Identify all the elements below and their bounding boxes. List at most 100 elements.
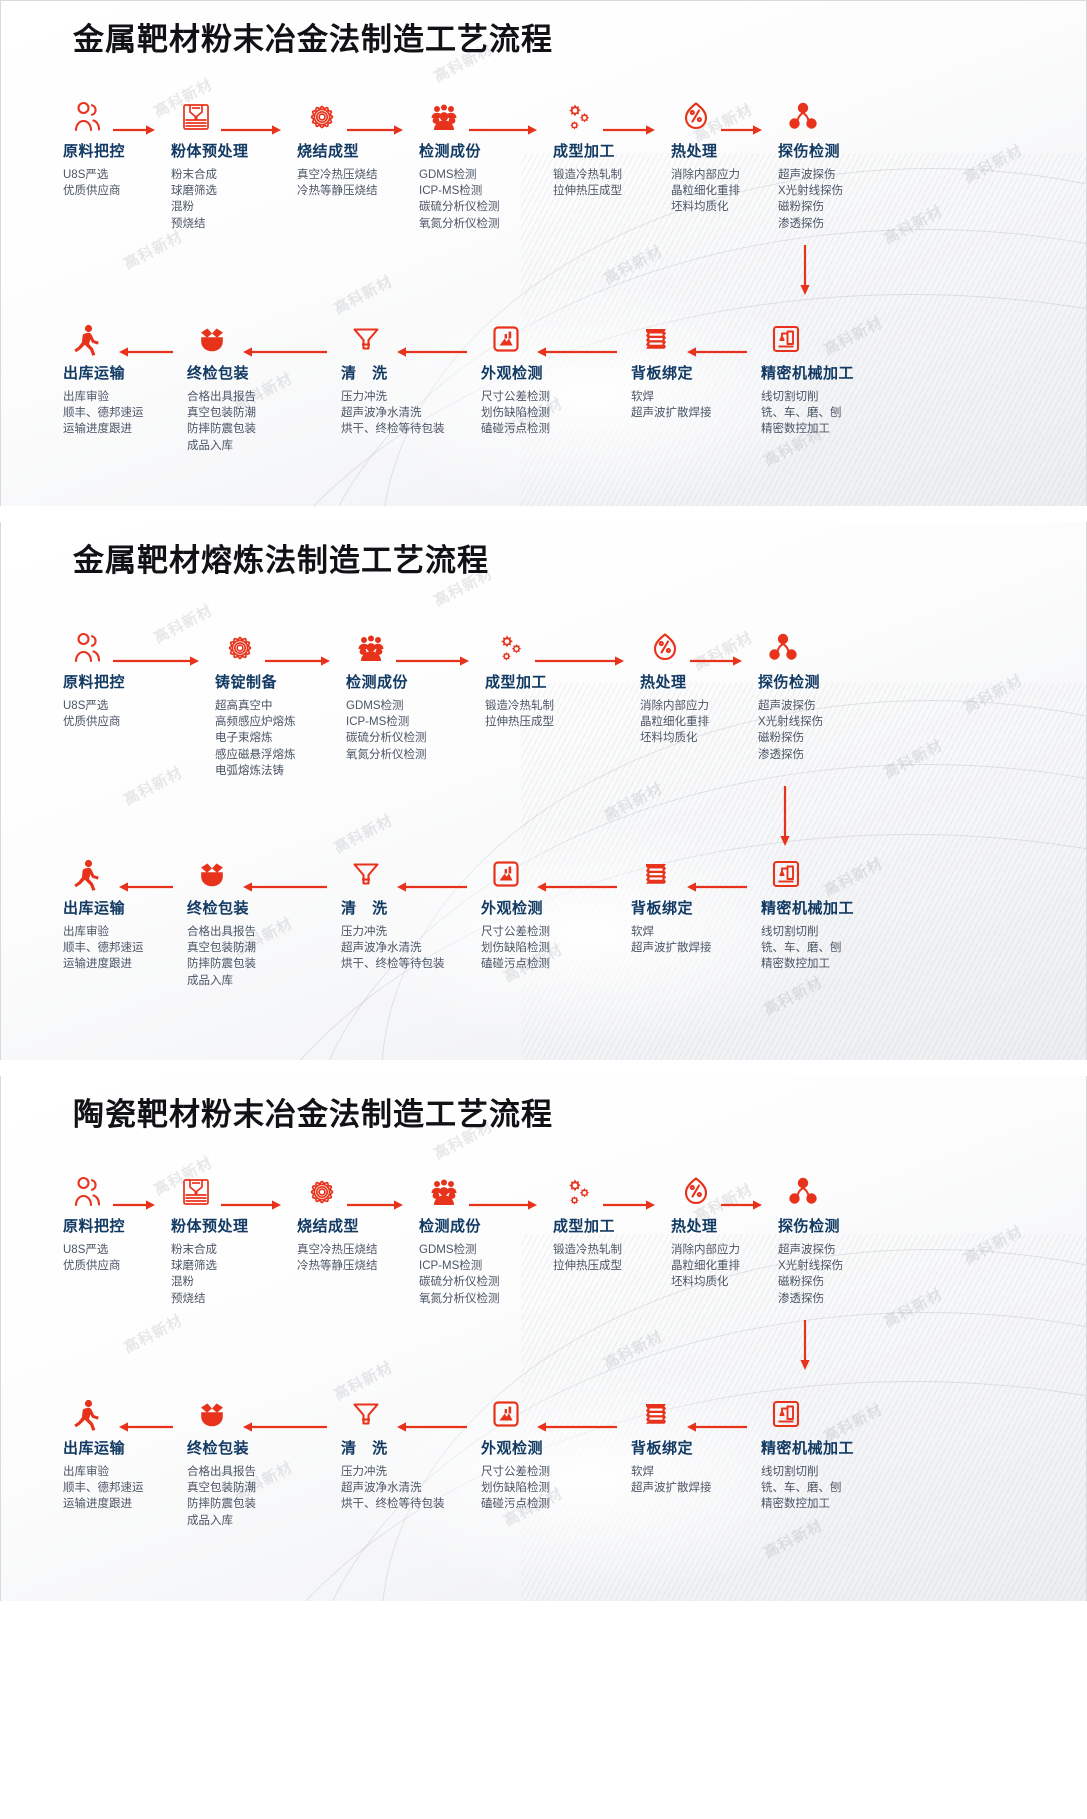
process-step[interactable]: 外观检测 尺寸公差检测 划伤缺陷检测 磕碰污点检测 xyxy=(481,1394,550,1513)
arrow-right-icon xyxy=(113,125,155,135)
people-cluster-icon xyxy=(358,635,384,661)
step-description-line: 氧氮分析仪检测 xyxy=(419,217,500,230)
process-step[interactable]: 终检包装 合格出具报告 真空包装防潮 防摔防震包装 成品入库 xyxy=(187,854,256,989)
step-description-line: 晶粒细化重排 xyxy=(671,1260,740,1273)
process-step[interactable]: 背板绑定 软焊 超声波扩散焊接 xyxy=(631,319,712,421)
step-description-line: 锻造冷热轧制 xyxy=(485,699,554,712)
flow-arrow-left xyxy=(687,332,747,372)
arrow-down-icon xyxy=(800,1320,810,1370)
step-description-line: 混粉 xyxy=(171,1276,194,1289)
step-description-line: 铣、车、磨、刨 xyxy=(761,407,842,420)
step-description-line: 尺寸公差检测 xyxy=(481,390,550,403)
bonding-icon xyxy=(646,1404,666,1424)
arrow-right-icon xyxy=(603,1200,655,1210)
process-step[interactable]: 精密机械加工 线切割切削 铣、车、磨、刨 精密数控加工 xyxy=(761,854,854,973)
step-title: 检测成份 xyxy=(346,674,409,691)
arrow-left-icon xyxy=(537,882,617,892)
process-step[interactable]: 原料把控 U8S严选 优质供应商 xyxy=(63,1172,125,1274)
arrow-right-icon xyxy=(535,656,624,666)
process-step[interactable]: 出库运输 出库审验 顺丰、德邦速运 运输进度跟进 xyxy=(63,1394,144,1513)
step-title: 粉体预处理 xyxy=(171,143,249,160)
arrow-right-icon xyxy=(396,656,469,666)
process-step[interactable]: 铸锭制备 超高真空中 高频感应炉熔炼 电子束熔炼 感应磁悬浮熔炼 电弧熔炼法铸 xyxy=(215,628,296,779)
step-description: 尺寸公差检测 划伤缺陷检测 磕碰污点检测 xyxy=(481,1464,550,1513)
red-swoosh-icon xyxy=(23,1087,67,1145)
step-description-line: 坯料均质化 xyxy=(640,732,698,745)
watermark: 高科新材 xyxy=(961,1222,1026,1268)
process-step[interactable]: 成型加工 锻造冷热轧制 拉伸热压成型 xyxy=(553,97,622,199)
process-step[interactable]: 出库运输 出库审验 顺丰、德邦速运 运输进度跟进 xyxy=(63,854,144,973)
step-description-line: 防摔防震包装 xyxy=(187,1498,256,1511)
gears-icon xyxy=(569,1179,590,1205)
step-title: 清 洗 xyxy=(341,365,394,382)
process-step[interactable]: 检测成份 GDMS检测 ICP-MS检测 碳硫分析仪检测 氧氮分析仪检测 xyxy=(346,628,427,763)
step-description-line: U8S严选 xyxy=(63,168,109,181)
powder-machine-icon xyxy=(183,104,209,130)
step-description-line: 合格出具报告 xyxy=(187,925,256,938)
process-step[interactable]: 热处理 消除内部应力 晶粒细化重排 坯料均质化 xyxy=(671,1172,740,1291)
step-description: 线切割切削 铣、车、磨、刨 精密数控加工 xyxy=(761,1464,842,1513)
process-step[interactable]: 出库运输 出库审验 顺丰、德邦速运 运输进度跟进 xyxy=(63,319,144,438)
process-step[interactable]: 粉体预处理 粉末合成 球磨筛选 混粉 预烧结 xyxy=(171,1172,249,1307)
process-step[interactable]: 检测成份 GDMS检测 ICP-MS检测 碳硫分析仪检测 氧氮分析仪检测 xyxy=(419,1172,500,1307)
arrow-right-icon xyxy=(113,1200,155,1210)
process-step[interactable]: 热处理 消除内部应力 晶粒细化重排 坯料均质化 xyxy=(671,97,740,216)
process-step[interactable]: 探伤检测 超声波探伤 X光射线探伤 磁粉探伤 渗透探伤 xyxy=(758,628,823,763)
flow-arrow-right xyxy=(265,641,330,681)
process-step[interactable]: 清 洗压力冲洗 超声波净水清洗 烘干、终检等待包装 xyxy=(341,854,445,973)
process-step[interactable]: 粉体预处理 粉末合成 球磨筛选 混粉 预烧结 xyxy=(171,97,249,232)
flow-arrow-right xyxy=(721,1185,762,1225)
step-description-line: 超高真空中 xyxy=(215,699,273,712)
arrow-left-icon xyxy=(243,882,327,892)
step-description-line: 防摔防震包装 xyxy=(187,958,256,971)
process-step[interactable]: 背板绑定 软焊 超声波扩散焊接 xyxy=(631,1394,712,1496)
process-step[interactable]: 成型加工 锻造冷热轧制 拉伸热压成型 xyxy=(485,628,554,730)
process-step[interactable]: 烧结成型 真空冷热压烧结 冷热等静压烧结 xyxy=(297,1172,378,1274)
step-description-line: 渗透探伤 xyxy=(778,1292,824,1305)
step-description-line: 磁粉探伤 xyxy=(758,732,804,745)
step-description-line: 超声波扩散焊接 xyxy=(631,407,712,420)
people-cluster-icon xyxy=(419,97,461,137)
process-step[interactable]: 终检包装 合格出具报告 真空包装防潮 防摔防震包装 成品入库 xyxy=(187,319,256,454)
step-title: 终检包装 xyxy=(187,365,250,382)
watermark: 高科新材 xyxy=(881,202,946,248)
step-description-line: 尺寸公差检测 xyxy=(481,925,550,938)
process-step[interactable]: 检测成份 GDMS检测 ICP-MS检测 碳硫分析仪检测 氧氮分析仪检测 xyxy=(419,97,500,232)
step-title: 外观检测 xyxy=(481,365,544,382)
cnc-machine-icon xyxy=(761,854,803,894)
step-description-line: ICP-MS检测 xyxy=(419,185,483,198)
process-step[interactable]: 清 洗压力冲洗 超声波净水清洗 烘干、终检等待包装 xyxy=(341,1394,445,1513)
step-description-line: 感应磁悬浮熔炼 xyxy=(215,748,296,761)
step-title: 烧结成型 xyxy=(297,1218,360,1235)
process-step[interactable]: 清 洗压力冲洗 超声波净水清洗 烘干、终检等待包装 xyxy=(341,319,445,438)
process-step[interactable]: 探伤检测 超声波探伤 X光射线探伤 磁粉探伤 渗透探伤 xyxy=(778,1172,843,1307)
person-group-icon xyxy=(74,632,101,663)
arrow-left-icon xyxy=(687,347,747,357)
step-description-line: 超声波扩散焊接 xyxy=(631,1482,712,1495)
process-step[interactable]: 外观检测 尺寸公差检测 划伤缺陷检测 磕碰污点检测 xyxy=(481,854,550,973)
step-description-line: 粉末合成 xyxy=(171,168,217,181)
step-title: 探伤检测 xyxy=(778,143,841,160)
step-description-line: ICP-MS检测 xyxy=(419,1260,483,1273)
process-step[interactable]: 终检包装 合格出具报告 真空包装防潮 防摔防震包装 成品入库 xyxy=(187,1394,256,1529)
flame-icon xyxy=(684,102,708,130)
arrow-left-icon xyxy=(397,1422,467,1432)
inspection-icon xyxy=(481,854,523,894)
process-step[interactable]: 探伤检测 超声波探伤 X光射线探伤 磁粉探伤 渗透探伤 xyxy=(778,97,843,232)
process-step[interactable]: 精密机械加工 线切割切削 铣、车、磨、刨 精密数控加工 xyxy=(761,1394,854,1513)
process-step[interactable]: 成型加工 锻造冷热轧制 拉伸热压成型 xyxy=(553,1172,622,1274)
process-step[interactable]: 背板绑定 软焊 超声波扩散焊接 xyxy=(631,854,712,956)
process-step[interactable]: 烧结成型 真空冷热压烧结 冷热等静压烧结 xyxy=(297,97,378,199)
process-step[interactable]: 热处理 消除内部应力 晶粒细化重排 坯料均质化 xyxy=(640,628,709,747)
gears-icon xyxy=(485,628,527,668)
process-step[interactable]: 原料把控 U8S严选 优质供应商 xyxy=(63,628,125,730)
step-description-line: 真空冷热压烧结 xyxy=(297,1243,378,1256)
section-title: 陶瓷靶材粉末冶金法制造工艺流程 xyxy=(73,1096,553,1133)
process-step[interactable]: 原料把控 U8S严选 优质供应商 xyxy=(63,97,125,199)
process-step[interactable]: 精密机械加工 线切割切削 铣、车、磨、刨 精密数控加工 xyxy=(761,319,854,438)
step-description-line: X光射线探伤 xyxy=(778,1260,844,1273)
process-step[interactable]: 外观检测 尺寸公差检测 划伤缺陷检测 磕碰污点检测 xyxy=(481,319,550,438)
step-description-line: X光射线探伤 xyxy=(778,185,844,198)
watermark: 高科新材 xyxy=(121,763,186,809)
